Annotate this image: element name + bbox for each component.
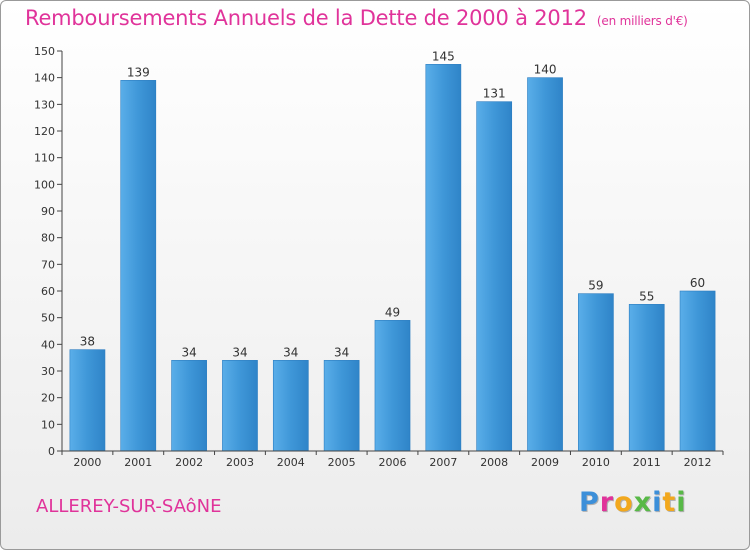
data-label: 34: [181, 345, 196, 359]
data-label: 49: [385, 305, 400, 319]
logo-letter: x: [633, 487, 653, 518]
x-tick-label: 2002: [175, 456, 203, 469]
data-label: 34: [283, 345, 298, 359]
bar-2007: [425, 64, 462, 452]
y-tick-label: 80: [41, 232, 55, 245]
y-tick-label: 0: [48, 445, 55, 458]
bar-2005: [323, 360, 360, 452]
data-label: 140: [534, 63, 557, 77]
chart-title-text: Remboursements Annuels de la Dette de 20…: [25, 6, 587, 30]
logo-letter: o: [614, 487, 634, 518]
y-tick-label: 90: [41, 205, 55, 218]
logo-letter: i: [676, 487, 687, 518]
x-tick-label: 2009: [531, 456, 559, 469]
y-tick-label: 130: [34, 98, 55, 111]
y-tick-label: 120: [34, 125, 55, 138]
bar-2001: [120, 80, 157, 452]
x-tick-label: 2011: [633, 456, 661, 469]
bar-2004: [272, 360, 309, 452]
data-label: 145: [432, 49, 455, 63]
y-tick-label: 110: [34, 152, 55, 165]
logo-letter: P: [579, 487, 600, 518]
data-label: 131: [483, 87, 506, 101]
logo-letter: i: [652, 487, 663, 518]
y-tick-label: 150: [34, 45, 55, 58]
y-tick-label: 50: [41, 312, 55, 325]
x-tick-label: 2006: [379, 456, 407, 469]
bar-2006: [374, 320, 411, 452]
data-label: 55: [639, 289, 654, 303]
bar-2012: [679, 290, 716, 452]
bar-2009: [527, 77, 563, 452]
logo-letter: r: [599, 487, 615, 518]
bar-2000: [69, 349, 106, 452]
y-tick-label: 30: [41, 365, 55, 378]
city-name: ALLEREY-SUR-SAôNE: [36, 496, 222, 517]
y-tick-label: 60: [41, 285, 55, 298]
y-tick-label: 10: [41, 418, 55, 431]
y-tick-label: 40: [41, 338, 55, 351]
data-label: 34: [334, 345, 349, 359]
logo-letter: t: [662, 487, 677, 518]
chart-title: Remboursements Annuels de la Dette de 20…: [25, 6, 688, 30]
chart-subtitle: (en milliers d'€): [596, 14, 688, 28]
y-tick-label: 140: [34, 72, 55, 85]
bar-2011: [628, 304, 665, 452]
y-tick-label: 100: [34, 178, 55, 191]
bar-2003: [222, 360, 258, 452]
data-label: 59: [588, 279, 603, 293]
bar-2010: [578, 293, 614, 452]
x-tick-label: 2012: [684, 456, 712, 469]
data-label: 34: [232, 345, 247, 359]
bar-2008: [476, 101, 513, 452]
x-tick-label: 2010: [582, 456, 610, 469]
x-tick-label: 2007: [429, 456, 457, 469]
bar-2002: [171, 360, 207, 452]
y-tick-label: 20: [41, 392, 55, 405]
data-label: 139: [127, 65, 150, 79]
x-tick-label: 2005: [328, 456, 356, 469]
x-tick-label: 2000: [73, 456, 101, 469]
data-label: 60: [690, 276, 705, 290]
data-label: 38: [80, 335, 95, 349]
x-tick-label: 2003: [226, 456, 254, 469]
x-tick-label: 2001: [124, 456, 152, 469]
y-tick-label: 70: [41, 258, 55, 271]
proxiti-logo[interactable]: Proxiti: [579, 487, 687, 518]
x-tick-label: 2008: [480, 456, 508, 469]
x-tick-label: 2004: [277, 456, 305, 469]
